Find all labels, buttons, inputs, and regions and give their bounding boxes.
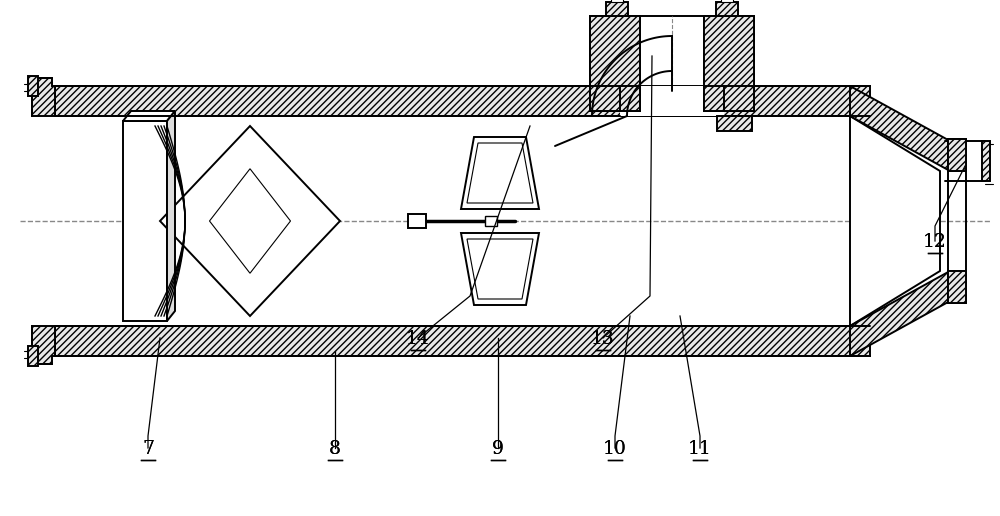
Polygon shape xyxy=(606,2,628,16)
Text: 8: 8 xyxy=(329,440,341,458)
Polygon shape xyxy=(28,346,38,366)
Polygon shape xyxy=(704,86,724,111)
Polygon shape xyxy=(461,137,539,209)
Polygon shape xyxy=(485,216,497,226)
Text: 10: 10 xyxy=(603,440,627,458)
Polygon shape xyxy=(850,271,950,356)
Text: 8: 8 xyxy=(329,440,341,458)
Polygon shape xyxy=(408,214,426,228)
Polygon shape xyxy=(716,2,738,16)
Text: 12: 12 xyxy=(923,233,947,251)
Polygon shape xyxy=(850,86,950,171)
Polygon shape xyxy=(32,78,55,116)
Text: 13: 13 xyxy=(591,330,615,348)
Polygon shape xyxy=(620,84,724,116)
Polygon shape xyxy=(160,126,340,316)
Text: 14: 14 xyxy=(406,330,430,348)
Polygon shape xyxy=(123,111,175,121)
Polygon shape xyxy=(948,139,966,171)
Polygon shape xyxy=(55,86,870,116)
Polygon shape xyxy=(948,271,966,303)
Text: 13: 13 xyxy=(591,330,615,348)
Polygon shape xyxy=(167,111,175,321)
Text: 7: 7 xyxy=(142,440,154,458)
Polygon shape xyxy=(982,141,990,181)
Polygon shape xyxy=(32,326,55,364)
Text: 12: 12 xyxy=(923,233,947,251)
Text: 7: 7 xyxy=(142,440,154,458)
Polygon shape xyxy=(123,121,167,321)
Text: 9: 9 xyxy=(492,440,504,458)
Polygon shape xyxy=(55,326,870,356)
Polygon shape xyxy=(721,0,733,2)
Text: 11: 11 xyxy=(688,440,712,458)
Polygon shape xyxy=(461,233,539,305)
Polygon shape xyxy=(717,116,752,131)
Text: 10: 10 xyxy=(603,440,627,458)
Polygon shape xyxy=(28,76,38,96)
Polygon shape xyxy=(620,86,640,111)
Text: 14: 14 xyxy=(406,330,430,348)
Text: 11: 11 xyxy=(688,440,712,458)
Text: 9: 9 xyxy=(492,440,504,458)
Polygon shape xyxy=(704,16,754,111)
Polygon shape xyxy=(611,0,623,2)
Polygon shape xyxy=(850,116,940,326)
Polygon shape xyxy=(590,16,640,111)
Polygon shape xyxy=(620,86,724,116)
